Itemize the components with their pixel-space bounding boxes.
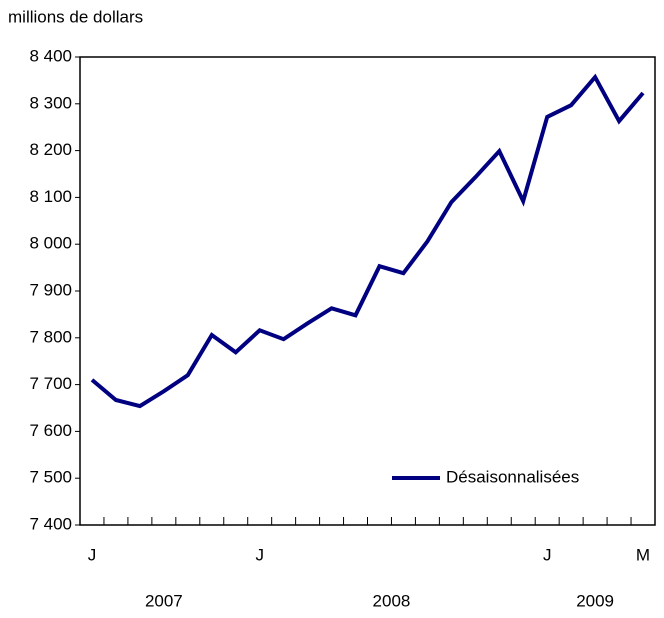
y-tick-label: 7 600 (29, 421, 72, 440)
y-tick-label: 8 400 (29, 46, 72, 65)
x-tick-label: M (636, 545, 650, 564)
y-tick-label: 8 200 (29, 140, 72, 159)
year-label: 2007 (145, 591, 183, 610)
line (90, 73, 645, 409)
y-tick-label: 7 500 (29, 468, 72, 487)
y-tick-label: 7 400 (29, 514, 72, 533)
year-label: 2009 (576, 591, 614, 610)
y-tick-label: 8 300 (29, 93, 72, 112)
y-tick-label: 7 700 (29, 374, 72, 393)
y-tick-label: 8 000 (29, 234, 72, 253)
year-label: 2008 (373, 591, 411, 610)
x-tick-label: J (543, 545, 552, 564)
x-tick-label: J (255, 545, 264, 564)
legend-label: Désaisonnalisées (446, 467, 579, 486)
y-tick-label: 7 900 (29, 280, 72, 299)
y-axis-label: millions de dollars (8, 7, 143, 26)
y-tick-label: 7 800 (29, 327, 72, 346)
x-tick-label: J (88, 545, 97, 564)
y-tick-label: 8 100 (29, 187, 72, 206)
